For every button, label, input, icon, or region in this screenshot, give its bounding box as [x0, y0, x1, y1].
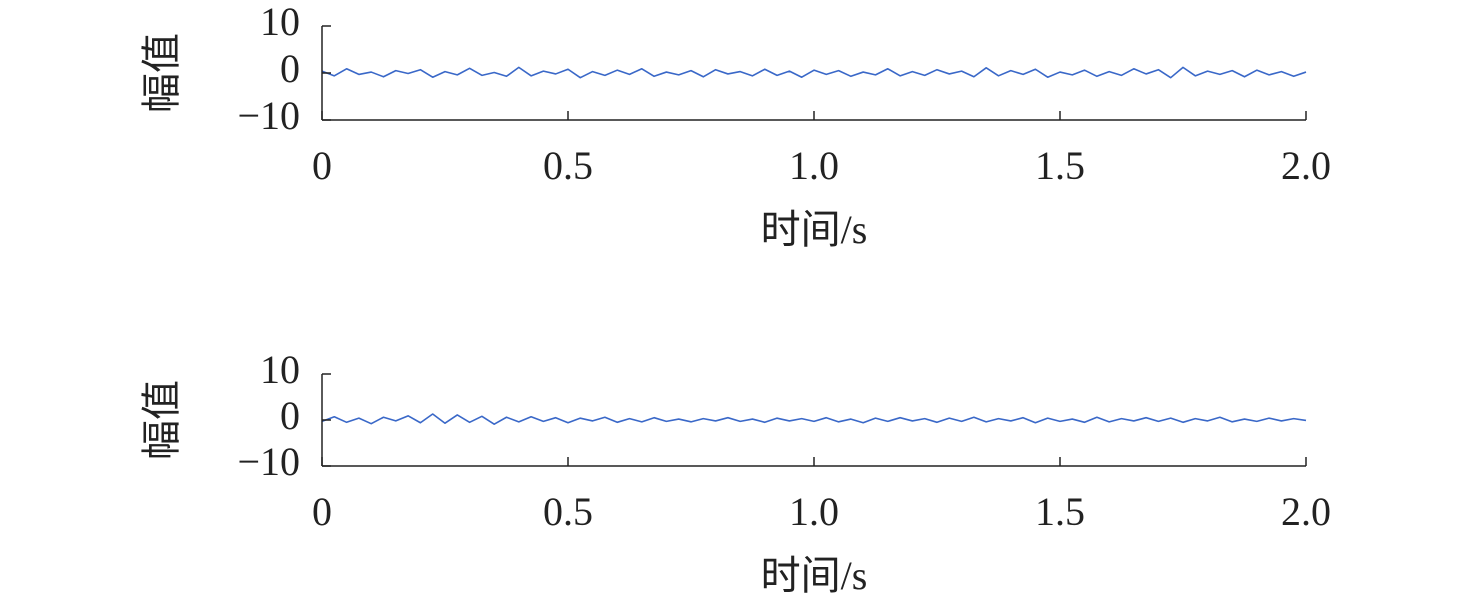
- x-tick-label: 2.0: [1281, 489, 1331, 534]
- signal-line: [321, 66, 1307, 79]
- x-tick-label: 1.5: [1035, 143, 1085, 188]
- x-tick-label: 0: [312, 143, 332, 188]
- x-tick-label: 1.0: [789, 489, 839, 534]
- y-tick-label: −10: [237, 439, 300, 484]
- y-axis-label: 幅值: [139, 33, 184, 113]
- x-tick-label: 1.0: [789, 143, 839, 188]
- signal-line: [321, 413, 1307, 425]
- y-tick-label: 0: [280, 46, 300, 91]
- x-tick-label: 0: [312, 489, 332, 534]
- y-tick-label: −10: [237, 93, 300, 138]
- x-tick-label: 0.5: [543, 143, 593, 188]
- y-axis-label: 幅值: [139, 380, 184, 460]
- x-axis-label: 时间/s: [761, 207, 868, 252]
- x-tick-label: 2.0: [1281, 143, 1331, 188]
- x-axis-label: 时间/s: [761, 553, 868, 598]
- x-tick-label: 1.5: [1035, 489, 1085, 534]
- y-tick-label: 10: [260, 347, 300, 392]
- y-tick-label: 10: [260, 0, 300, 44]
- x-tick-label: 0.5: [543, 489, 593, 534]
- y-tick-label: 0: [280, 393, 300, 438]
